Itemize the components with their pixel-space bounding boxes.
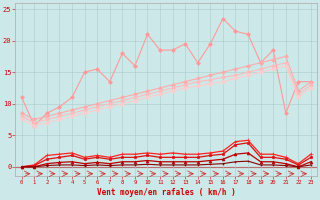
X-axis label: Vent moyen/en rafales ( km/h ): Vent moyen/en rafales ( km/h ) bbox=[97, 188, 236, 197]
